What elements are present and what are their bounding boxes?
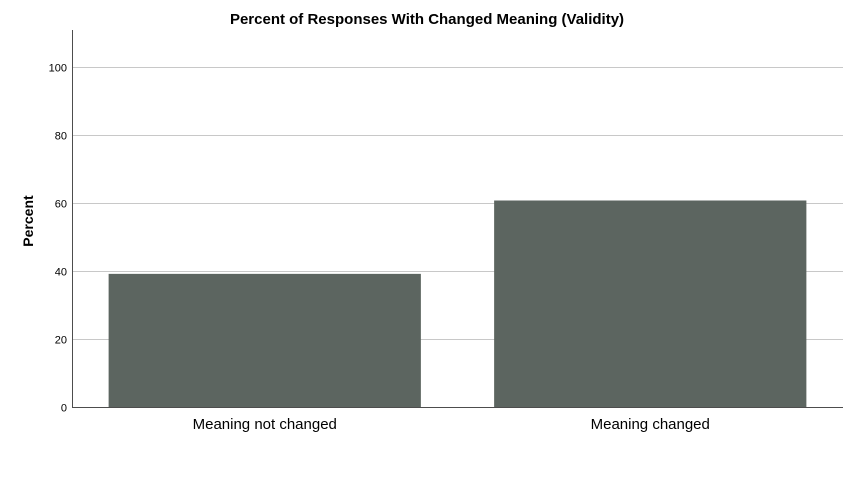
y-axis-ticks: 0 20 40 60 80 100: [49, 63, 67, 415]
y-axis-label: Percent: [20, 195, 36, 247]
chart-title: Percent of Responses With Changed Meanin…: [230, 11, 624, 28]
bars: [108, 200, 807, 407]
y-tick-label: 100: [49, 63, 67, 75]
x-tick-label: Meaning not changed: [193, 416, 337, 433]
x-axis-ticks: Meaning not changed Meaning changed: [193, 416, 710, 433]
y-tick-label: 40: [55, 267, 67, 279]
y-tick-label: 60: [55, 199, 67, 211]
bar-meaning-not-changed: [108, 273, 421, 407]
y-tick-label: 80: [55, 131, 67, 143]
x-tick-label: Meaning changed: [591, 416, 710, 433]
bar-meaning-changed: [494, 200, 807, 407]
y-tick-label: 20: [55, 335, 67, 347]
y-tick-label: 0: [61, 403, 67, 415]
